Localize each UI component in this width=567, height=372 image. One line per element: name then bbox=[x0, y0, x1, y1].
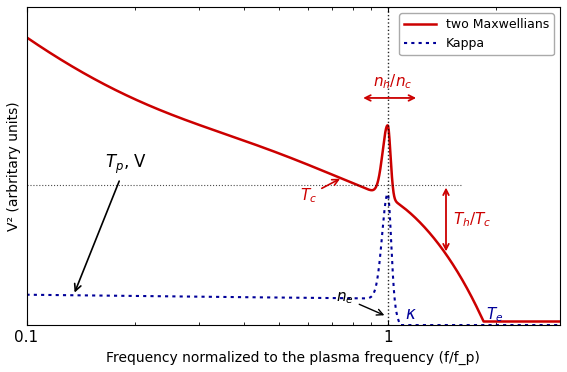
two Maxwellians bbox=[227, 134, 234, 138]
two Maxwellians bbox=[557, 319, 564, 324]
Kappa bbox=[370, 291, 377, 296]
Kappa bbox=[557, 323, 564, 327]
Text: $T_c$: $T_c$ bbox=[299, 180, 338, 205]
two Maxwellians bbox=[480, 319, 487, 324]
Line: two Maxwellians: two Maxwellians bbox=[27, 37, 560, 321]
Text: $T_p$, V: $T_p$, V bbox=[75, 153, 147, 291]
Y-axis label: V² (arbritary units): V² (arbritary units) bbox=[7, 102, 21, 231]
Kappa bbox=[421, 323, 428, 327]
Kappa bbox=[120, 294, 127, 298]
two Maxwellians bbox=[370, 187, 377, 192]
Text: $n_e$: $n_e$ bbox=[336, 290, 383, 315]
Kappa bbox=[462, 323, 469, 327]
Legend: two Maxwellians, Kappa: two Maxwellians, Kappa bbox=[399, 13, 554, 55]
Kappa bbox=[227, 295, 234, 299]
Kappa bbox=[397, 323, 404, 327]
Kappa bbox=[384, 192, 391, 196]
Text: $T_h/T_c$: $T_h/T_c$ bbox=[454, 210, 492, 229]
two Maxwellians bbox=[421, 225, 428, 230]
Text: $T_e$: $T_e$ bbox=[486, 305, 503, 324]
Kappa bbox=[343, 296, 350, 301]
two Maxwellians bbox=[23, 35, 30, 39]
Text: $n_h/n_c$: $n_h/n_c$ bbox=[373, 72, 412, 90]
Line: Kappa: Kappa bbox=[27, 194, 560, 325]
X-axis label: Frequency normalized to the plasma frequency (f/f_p): Frequency normalized to the plasma frequ… bbox=[107, 351, 480, 365]
two Maxwellians bbox=[462, 283, 468, 287]
two Maxwellians bbox=[120, 92, 127, 96]
Kappa bbox=[23, 292, 30, 297]
Text: $\kappa$: $\kappa$ bbox=[405, 305, 417, 323]
two Maxwellians bbox=[343, 178, 350, 183]
